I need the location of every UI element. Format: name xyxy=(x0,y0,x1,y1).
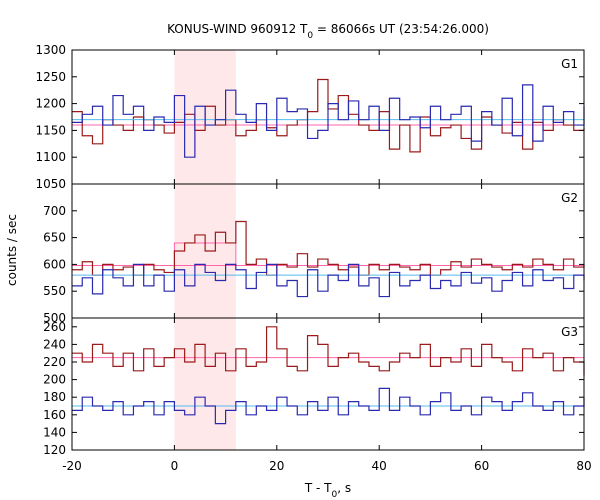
g2-y-tick-label: 650 xyxy=(43,231,66,245)
g1-y-tick-label: 1150 xyxy=(35,123,66,137)
g2-series-2-line xyxy=(72,263,585,298)
g2-y-tick-label: 700 xyxy=(43,204,66,218)
g3-series-2-line xyxy=(72,387,585,425)
g3-y-tick-label: 260 xyxy=(43,320,66,334)
g3-y-tick-label: 240 xyxy=(43,337,66,351)
x-tick-label: 0 xyxy=(171,459,179,473)
g2-panel-frame xyxy=(71,183,585,319)
chart-title: KONUS-WIND 960912 T0 = 86066s UT (23:54:… xyxy=(167,22,489,41)
x-tick-label: 60 xyxy=(474,459,489,473)
g2-y-tick-label: 500 xyxy=(43,311,66,325)
y-axis-label: counts / sec xyxy=(5,214,19,286)
x-axis-label: T - T0, s xyxy=(304,481,351,500)
g1-y-tick-label: 1200 xyxy=(35,97,66,111)
g2-y-tick-label: 550 xyxy=(43,284,66,298)
g1-y-tick-label: 1100 xyxy=(35,150,66,164)
g1-panel-label: G1 xyxy=(561,57,578,71)
x-tick-label: 80 xyxy=(576,459,591,473)
x-axis-label-suffix: , s xyxy=(337,481,351,495)
x-axis-label-prefix: T - T xyxy=(304,481,332,495)
x-tick-label: -20 xyxy=(62,459,82,473)
g1-y-tick-label: 1050 xyxy=(35,177,66,191)
x-tick-label: 20 xyxy=(269,459,284,473)
g3-y-tick-label: 180 xyxy=(43,390,66,404)
g2-series-1-line xyxy=(72,220,585,276)
chart-title-subscript: 0 xyxy=(307,31,313,41)
chart-title-prefix: KONUS-WIND 960912 T xyxy=(167,22,308,36)
g1-y-tick-label: 1250 xyxy=(35,70,66,84)
x-tick-label: 40 xyxy=(372,459,387,473)
g3-y-tick-label: 200 xyxy=(43,373,66,387)
g3-y-tick-label: 160 xyxy=(43,408,66,422)
g3-series-1-line xyxy=(72,326,585,376)
g1-series-2-line xyxy=(72,84,585,158)
g3-y-tick-label: 140 xyxy=(43,425,66,439)
g3-y-tick-label: 120 xyxy=(43,443,66,457)
g2-panel-label: G2 xyxy=(561,191,578,205)
g1-y-tick-label: 1300 xyxy=(35,43,66,57)
g3-panel-frame xyxy=(71,317,585,451)
g3-panel-label: G3 xyxy=(561,325,578,339)
chart-title-suffix: = 86066s UT (23:54:26.000) xyxy=(313,22,489,36)
g2-y-tick-label: 600 xyxy=(43,257,66,271)
g3-y-tick-label: 220 xyxy=(43,355,66,369)
x-axis-label-subscript: 0 xyxy=(332,490,338,500)
plot-area: 105011001150120012501300G150055060065070… xyxy=(35,43,591,473)
